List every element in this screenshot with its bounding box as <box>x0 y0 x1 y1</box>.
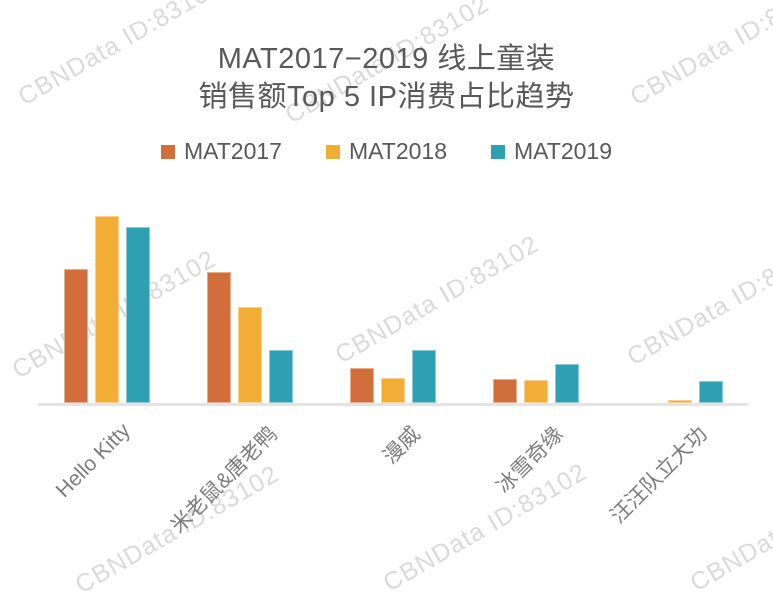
watermark-text: CBNData ID:83102 <box>686 458 773 598</box>
legend-label-mat2018: MAT2018 <box>349 138 447 165</box>
legend-swatch-mat2019 <box>491 145 505 159</box>
legend-label-mat2017: MAT2017 <box>184 138 282 165</box>
legend-swatch-mat2018 <box>326 145 340 159</box>
bar-hello-kitty-mat2017 <box>64 269 88 403</box>
bar-cat-mat2017 <box>493 379 517 403</box>
bar-hello-kitty-mat2018 <box>95 216 119 403</box>
bar-cat-mat2019 <box>412 350 436 403</box>
category-label-hello-kitty: Hello Kitty <box>52 419 136 503</box>
bar-cat-mat2018 <box>238 307 262 403</box>
bar-cat-mat2019 <box>555 364 579 403</box>
x-axis-line <box>38 403 748 406</box>
bar-cat-mat2018 <box>524 380 548 403</box>
category-label-cat: 汪汪队立大功 <box>603 419 713 529</box>
legend-swatch-mat2017 <box>161 145 175 159</box>
plot-area <box>38 216 748 403</box>
bar-cat-mat2018 <box>381 378 405 403</box>
chart-title-line-2: 销售额Top 5 IP消费占比趋势 <box>0 78 773 116</box>
category-label-cat: 漫威 <box>375 419 426 470</box>
legend-item-mat2018: MAT2018 <box>326 138 447 165</box>
bar-cat-mat2019 <box>699 381 723 403</box>
legend-item-mat2019: MAT2019 <box>491 138 612 165</box>
watermark-text: CBNData ID:83102 <box>379 458 593 598</box>
chart-title: MAT2017−2019 线上童装 销售额Top 5 IP消费占比趋势 <box>0 40 773 116</box>
legend-item-mat2017: MAT2017 <box>161 138 282 165</box>
chart-title-line-1: MAT2017−2019 线上童装 <box>0 40 773 78</box>
legend-label-mat2019: MAT2019 <box>514 138 612 165</box>
bar-hello-kitty-mat2019 <box>126 227 150 403</box>
bar-cat-mat2019 <box>269 350 293 403</box>
bar-cat-mat2017 <box>207 272 231 403</box>
bar-cat-mat2017 <box>350 368 374 403</box>
legend: MAT2017 MAT2018 MAT2019 <box>0 138 773 165</box>
